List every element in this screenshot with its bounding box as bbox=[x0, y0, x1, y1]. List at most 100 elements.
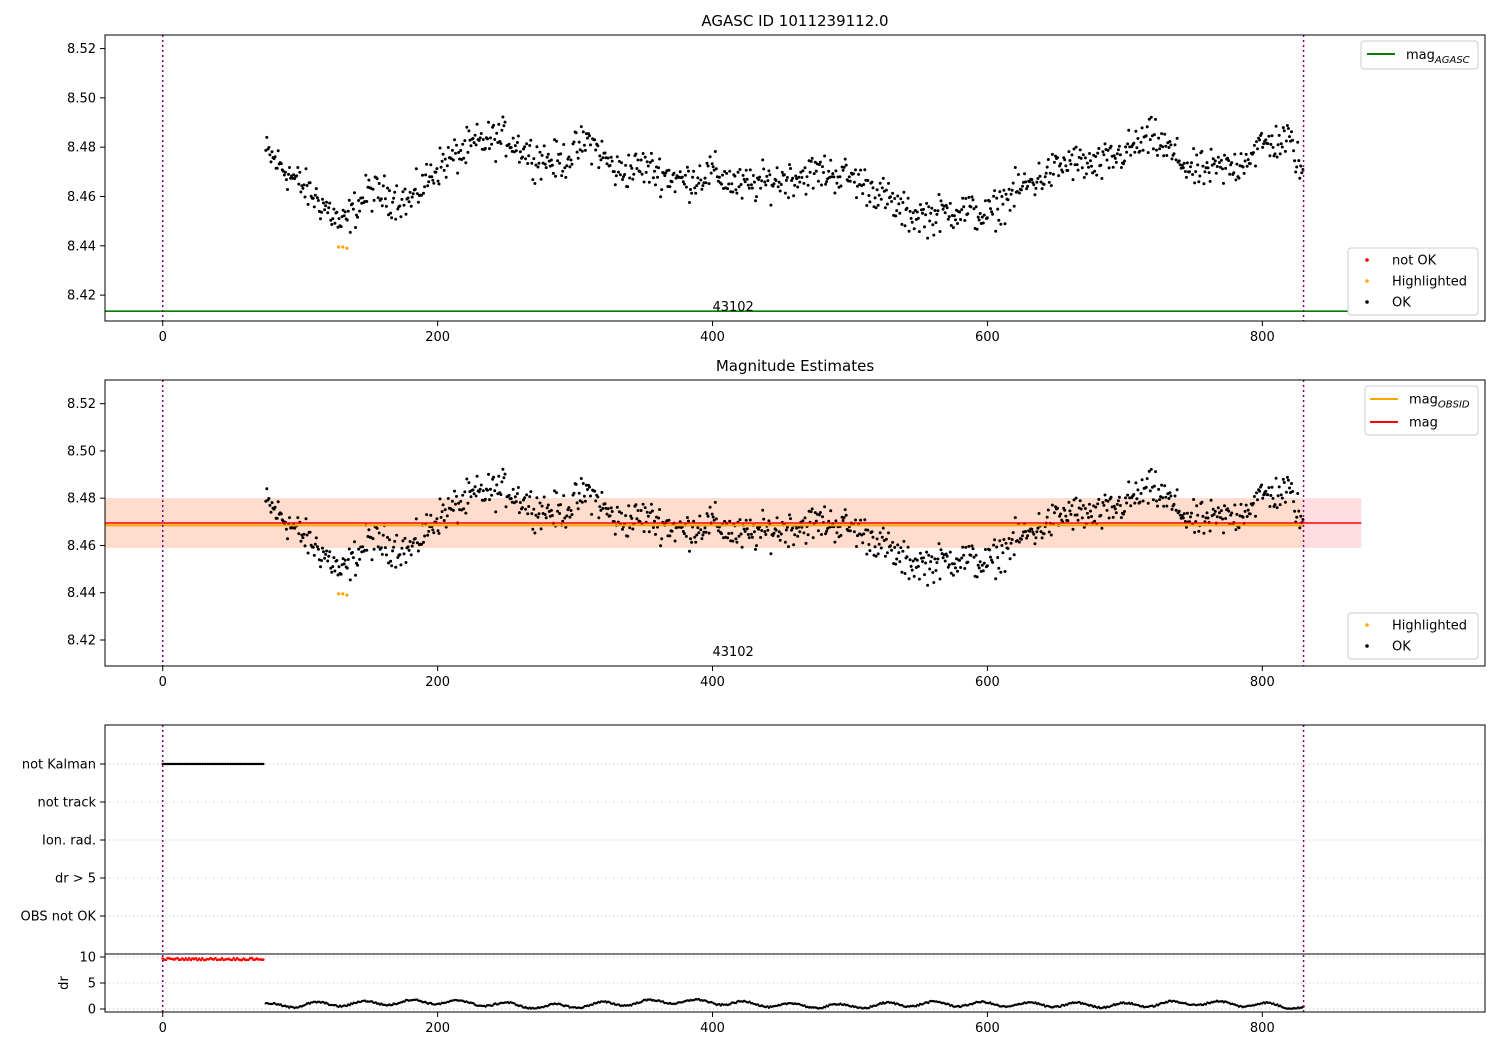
legend-label-mag-agasc: magAGASC bbox=[1406, 48, 1470, 66]
ok-point bbox=[1200, 500, 1204, 504]
ok-point bbox=[1119, 516, 1123, 520]
ok-point bbox=[524, 157, 528, 161]
ok-point bbox=[406, 196, 410, 200]
ok-point bbox=[1146, 501, 1150, 505]
ok-point bbox=[299, 190, 303, 194]
ok-point bbox=[1273, 152, 1277, 156]
ok-point bbox=[522, 147, 525, 151]
ok-point bbox=[1049, 533, 1053, 537]
ok-point bbox=[565, 514, 569, 518]
ok-point bbox=[1292, 149, 1296, 153]
ok-point bbox=[425, 162, 429, 166]
ok-point bbox=[1151, 498, 1155, 502]
ok-point bbox=[997, 566, 1001, 570]
not-kalman-point bbox=[207, 762, 211, 766]
ok-point bbox=[1256, 498, 1259, 502]
ok-point bbox=[1106, 148, 1110, 152]
ok-point bbox=[1016, 173, 1020, 176]
ok-point bbox=[538, 501, 542, 505]
ok-point bbox=[925, 201, 929, 205]
ok-point bbox=[778, 538, 782, 542]
ok-point bbox=[327, 206, 331, 210]
ok-point bbox=[943, 559, 947, 563]
ok-point bbox=[705, 512, 709, 516]
ok-point bbox=[343, 558, 347, 562]
dr-notok-point bbox=[250, 956, 254, 960]
panel1-xtick-label: 800 bbox=[1250, 330, 1275, 345]
ok-point bbox=[958, 558, 962, 562]
ok-point bbox=[688, 549, 691, 553]
ok-point bbox=[1222, 531, 1225, 535]
ok-point bbox=[302, 183, 306, 187]
ok-point bbox=[1079, 156, 1083, 160]
ok-point bbox=[768, 173, 772, 177]
dr-notok-point bbox=[220, 957, 224, 960]
ok-point bbox=[720, 182, 723, 186]
ok-point bbox=[1045, 165, 1049, 169]
ok-point bbox=[1173, 494, 1177, 498]
ok-point bbox=[1066, 519, 1070, 523]
ok-point bbox=[630, 166, 634, 170]
ok-point bbox=[1293, 159, 1297, 163]
ok-point bbox=[766, 528, 770, 532]
panel1-xtick-label: 0 bbox=[159, 330, 167, 345]
ok-point bbox=[946, 565, 950, 569]
ok-point bbox=[627, 504, 631, 508]
ok-point bbox=[1024, 530, 1028, 533]
ok-point bbox=[1248, 512, 1252, 516]
not-kalman-point bbox=[214, 762, 217, 766]
ok-point bbox=[553, 489, 556, 493]
ok-point bbox=[320, 210, 323, 214]
not-kalman-point bbox=[211, 762, 214, 766]
ok-point bbox=[376, 196, 380, 200]
ok-point bbox=[876, 552, 880, 556]
ok-point bbox=[744, 168, 748, 172]
ok-point bbox=[1134, 129, 1138, 133]
ok-point bbox=[988, 199, 991, 203]
ok-point bbox=[489, 487, 492, 491]
ok-point bbox=[635, 167, 639, 170]
ok-point bbox=[499, 493, 503, 497]
legend-box bbox=[1347, 247, 1479, 316]
ok-point bbox=[1233, 152, 1237, 156]
ok-point bbox=[1297, 509, 1301, 513]
ok-point bbox=[1046, 158, 1050, 161]
ok-point bbox=[1255, 140, 1258, 144]
ok-point bbox=[1051, 172, 1055, 176]
ok-point bbox=[479, 483, 483, 487]
ok-point bbox=[926, 236, 930, 240]
ok-point bbox=[525, 142, 529, 146]
ok-point bbox=[800, 176, 804, 179]
ok-point bbox=[969, 553, 973, 557]
dr-notok-point bbox=[201, 957, 204, 960]
panel1-title: AGASC ID 1011239112.0 bbox=[701, 12, 888, 30]
ok-point bbox=[822, 171, 825, 174]
ok-point bbox=[949, 571, 953, 575]
ok-point bbox=[1290, 130, 1293, 134]
ok-point bbox=[875, 188, 879, 192]
ok-point bbox=[329, 218, 333, 222]
ok-point bbox=[623, 173, 627, 176]
ok-point bbox=[1089, 159, 1092, 163]
ok-point bbox=[947, 215, 951, 219]
ok-point bbox=[639, 158, 643, 162]
ok-point bbox=[1007, 537, 1011, 540]
dr-ok-point bbox=[1078, 1000, 1081, 1004]
ok-point bbox=[802, 531, 806, 535]
ok-point bbox=[580, 500, 584, 504]
ok-point bbox=[1070, 153, 1074, 157]
ok-point bbox=[1085, 161, 1089, 165]
ok-point bbox=[1185, 511, 1189, 515]
ok-point bbox=[330, 223, 334, 226]
ok-point bbox=[932, 581, 936, 584]
ok-point bbox=[866, 528, 870, 532]
ok-point bbox=[771, 534, 775, 537]
ok-point bbox=[546, 503, 550, 507]
ok-point bbox=[273, 155, 277, 159]
ok-point bbox=[1213, 509, 1217, 513]
ok-point bbox=[1206, 166, 1210, 170]
ok-point bbox=[461, 142, 465, 146]
panel1-plot bbox=[264, 115, 1305, 250]
ok-point bbox=[579, 125, 583, 129]
legend-label: OK bbox=[1392, 296, 1411, 311]
